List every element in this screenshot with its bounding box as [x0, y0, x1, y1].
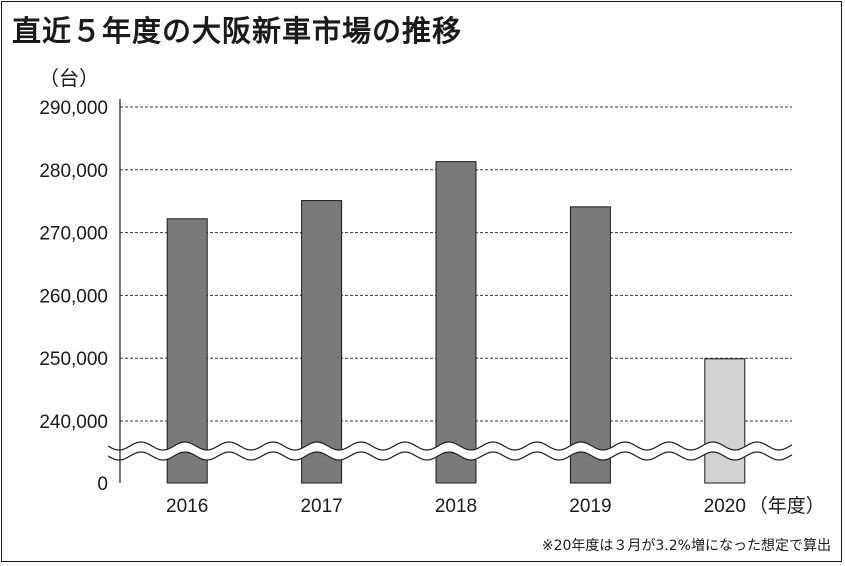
x-tick-label: 2018	[435, 496, 477, 517]
footnote: ※20年度は３月が3.2%増になった想定で算出	[541, 538, 831, 554]
bar-2018	[435, 161, 477, 484]
y-tick-label: 270,000	[39, 224, 108, 245]
axis-break-line-upper	[107, 441, 793, 451]
y-tick-label: 290,000	[39, 98, 108, 119]
x-tick-label: 2020	[704, 496, 746, 517]
x-tick-label: 2017	[300, 496, 342, 517]
y-tick-label: 260,000	[39, 286, 108, 307]
y-tick-label: 280,000	[39, 161, 108, 182]
x-tick-label: 2019	[569, 496, 611, 517]
bar-2020	[704, 358, 746, 484]
x-axis-suffix: （年度）	[749, 495, 825, 517]
y-tick-label: 250,000	[39, 349, 108, 370]
y-tick-label: 0	[97, 474, 108, 495]
bar-2017	[301, 200, 343, 484]
y-axis-unit-label: （台）	[39, 67, 99, 90]
axis-break-band	[105, 441, 795, 461]
chart-title: 直近５年度の大阪新車市場の推移	[12, 14, 463, 48]
y-tick-label: 240,000	[39, 412, 108, 433]
bar-2016	[166, 218, 208, 484]
x-tick-label: 2016	[166, 496, 208, 517]
axis-break-line-lower	[107, 451, 793, 461]
bar-2019	[569, 206, 611, 484]
